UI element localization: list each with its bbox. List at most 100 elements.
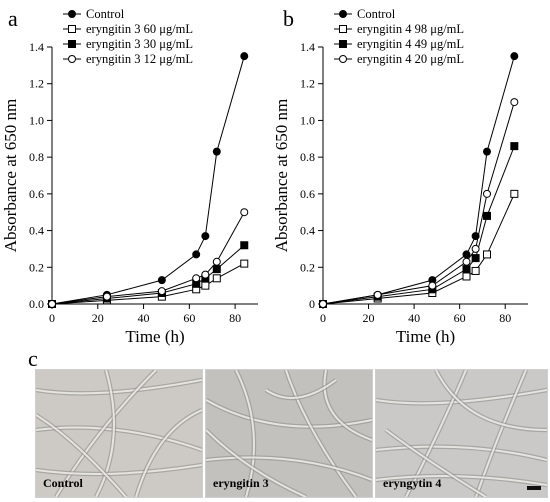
y-tick-label: 0 [309, 297, 315, 311]
y-tick-label: 0.4 [29, 224, 44, 238]
data-point [483, 211, 491, 220]
x-axis-label: Time (h) [396, 327, 455, 346]
data-point [462, 257, 471, 266]
y-tick-label: 0.4 [300, 224, 315, 238]
data-point [240, 208, 249, 217]
data-point [462, 250, 471, 259]
data-point [48, 300, 56, 308]
data-point [483, 250, 491, 259]
legend-label: eryngitin 3 60 μg/mL [86, 22, 193, 36]
data-point [201, 281, 210, 290]
x-tick-label: 80 [229, 311, 241, 325]
x-tick-label: 40 [138, 311, 150, 325]
data-point [428, 281, 437, 290]
legend-marker [68, 25, 76, 33]
y-tick-label: 0.6 [29, 187, 44, 201]
x-tick-label: 80 [499, 311, 511, 325]
chart-a: 0.0 0.2 0.4 0.6 0.8 1.0 1.2 1.4 0 20 40 60 80 Time (h… [1, 7, 258, 346]
data-point [483, 147, 491, 156]
x-tick-label: 60 [454, 311, 466, 325]
data-point [471, 232, 480, 241]
data-point [102, 292, 111, 301]
micrograph-image [206, 370, 372, 497]
y-axis-label: Absorbance at 650 nm [272, 99, 291, 252]
legend-marker [339, 55, 347, 63]
data-point [212, 257, 221, 266]
legend-label: eryngitin 3 30 μg/mL [86, 37, 193, 51]
data-point [212, 274, 221, 283]
y-tick-label: 0.0 [29, 297, 44, 311]
micrograph-eryngytin-4: eryngytin 4 [375, 369, 548, 498]
y-tick-label: 0.2 [29, 260, 44, 274]
panel-label-c: c [28, 346, 38, 371]
y-axis-label: Absorbance at 650 nm [1, 99, 20, 252]
y-tick-label: 0.2 [300, 260, 315, 274]
data-point [471, 266, 480, 275]
data-point [240, 259, 249, 268]
legend-label: eryngitin 4 98 μg/mL [357, 22, 464, 36]
x-tick-label: 20 [92, 311, 104, 325]
y-tick-label: 1.4 [29, 40, 44, 54]
legend-label: eryngitin 4 49 μg/mL [357, 37, 464, 51]
data-point [212, 147, 221, 156]
micrograph-eryngitin-3: eryngitin 3 [205, 369, 373, 498]
series-line [322, 101, 515, 305]
y-tick-label: 1.2 [300, 77, 315, 91]
legend-marker [339, 40, 347, 48]
panel-label-a: a [8, 6, 18, 31]
y-tick-label: 1.0 [29, 113, 44, 127]
data-point [510, 189, 519, 198]
micrograph-label: eryngytin 4 [383, 476, 442, 490]
legend-marker [68, 40, 76, 48]
y-tick-label: 0.6 [300, 187, 315, 201]
data-point [462, 265, 471, 274]
legend-label: Control [357, 7, 396, 21]
data-point [212, 265, 221, 274]
micrograph-image [376, 370, 547, 497]
y-tick-label: 1.2 [29, 77, 44, 91]
y-tick-label: 1.4 [300, 40, 315, 54]
y-tick-label: 1.0 [300, 113, 315, 127]
data-point [462, 272, 471, 281]
legend-label: eryngitin 4 20 μg/mL [357, 52, 464, 66]
data-point [201, 270, 210, 279]
scale-bar [527, 486, 541, 490]
data-point [201, 232, 210, 241]
micrograph-control: Control [35, 369, 203, 498]
data-point [240, 241, 249, 250]
data-point [192, 274, 201, 283]
x-tick-label: 0 [320, 311, 326, 325]
legend-marker [339, 25, 347, 33]
data-point [157, 276, 166, 285]
data-point [483, 189, 491, 198]
data-point [471, 254, 480, 263]
data-point [157, 287, 166, 296]
x-tick-label: 40 [408, 311, 420, 325]
data-point [240, 52, 249, 61]
legend-marker [68, 55, 76, 63]
data-point [471, 244, 480, 253]
panel-label-b: b [283, 6, 294, 31]
micrograph-label: eryngitin 3 [213, 476, 269, 490]
x-tick-label: 60 [183, 311, 195, 325]
legend-marker [68, 10, 76, 18]
data-point [510, 52, 519, 61]
y-tick-label: 0.8 [29, 150, 44, 164]
legend-label: eryngitin 3 12 μg/mL [86, 52, 193, 66]
x-tick-label: 0 [49, 311, 55, 325]
data-point [319, 300, 327, 308]
series-line [322, 56, 515, 305]
data-point [192, 250, 201, 259]
y-tick-label: 0.8 [300, 150, 315, 164]
legend-label: Control [86, 7, 125, 21]
data-point [510, 98, 519, 107]
data-point [510, 142, 519, 151]
micrograph-image [36, 370, 202, 497]
chart-b: 0 0.2 0.4 0.6 0.8 1.0 1.2 1.4 0 20 40 60 80 Time (h) A… [272, 7, 528, 346]
micrograph-label: Control [43, 476, 83, 490]
x-axis-label: Time (h) [125, 327, 184, 346]
x-tick-label: 20 [363, 311, 375, 325]
series-line [322, 145, 515, 305]
data-point [373, 290, 382, 299]
